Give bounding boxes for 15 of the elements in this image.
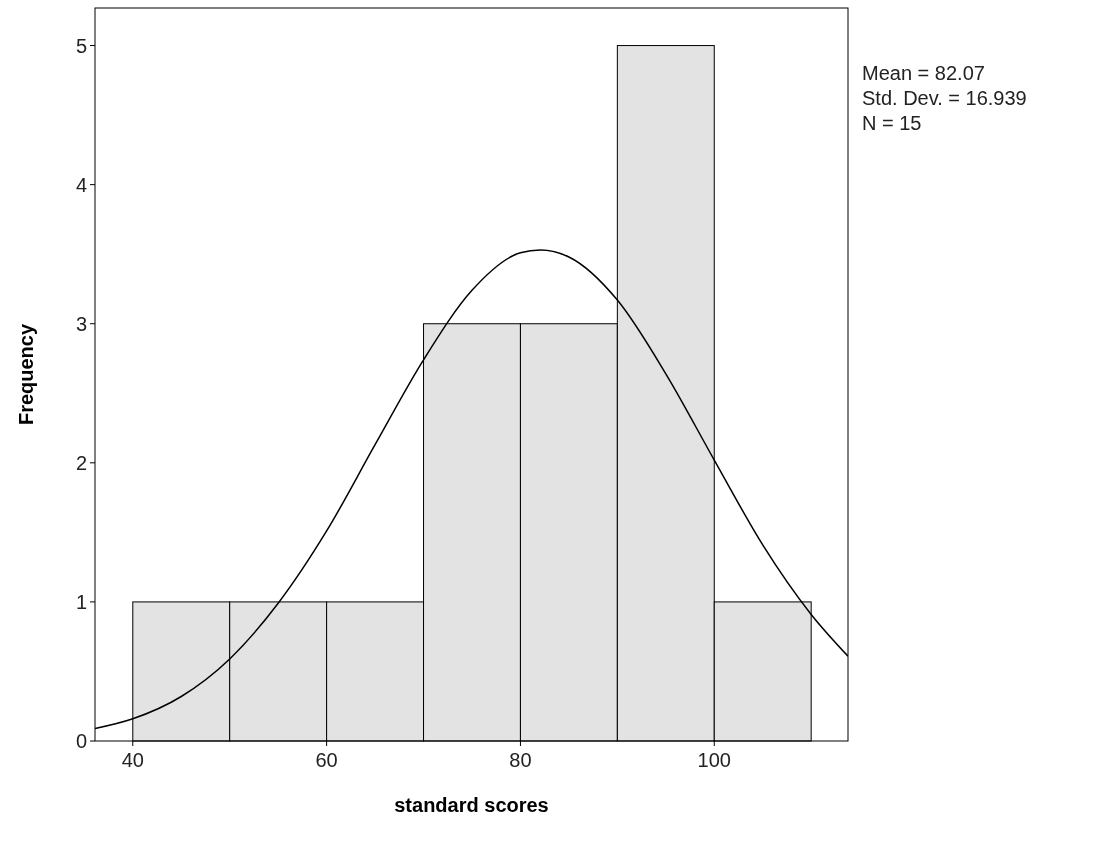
x-tick-label: 80 bbox=[509, 749, 532, 771]
text: Mean = 82.07 bbox=[862, 62, 985, 84]
y-tick-label: 5 bbox=[75, 34, 87, 57]
y-axis-title: Frequency bbox=[15, 323, 37, 426]
x-tick-label: 60 bbox=[315, 749, 338, 771]
x-tick-label: 40 bbox=[121, 749, 144, 771]
text: Std. Dev. = 16.939 bbox=[862, 87, 1027, 109]
y-tick-label: 2 bbox=[75, 451, 87, 474]
x-tick-label: 100 bbox=[697, 749, 731, 771]
y-tick-label: 1 bbox=[75, 590, 87, 613]
y-tick-label: 0 bbox=[75, 730, 87, 752]
y-tick-label: 3 bbox=[75, 312, 87, 335]
text: N = 15 bbox=[862, 112, 922, 134]
y-tick-label: 4 bbox=[75, 173, 87, 196]
x-axis-title: standard scores bbox=[394, 794, 549, 816]
